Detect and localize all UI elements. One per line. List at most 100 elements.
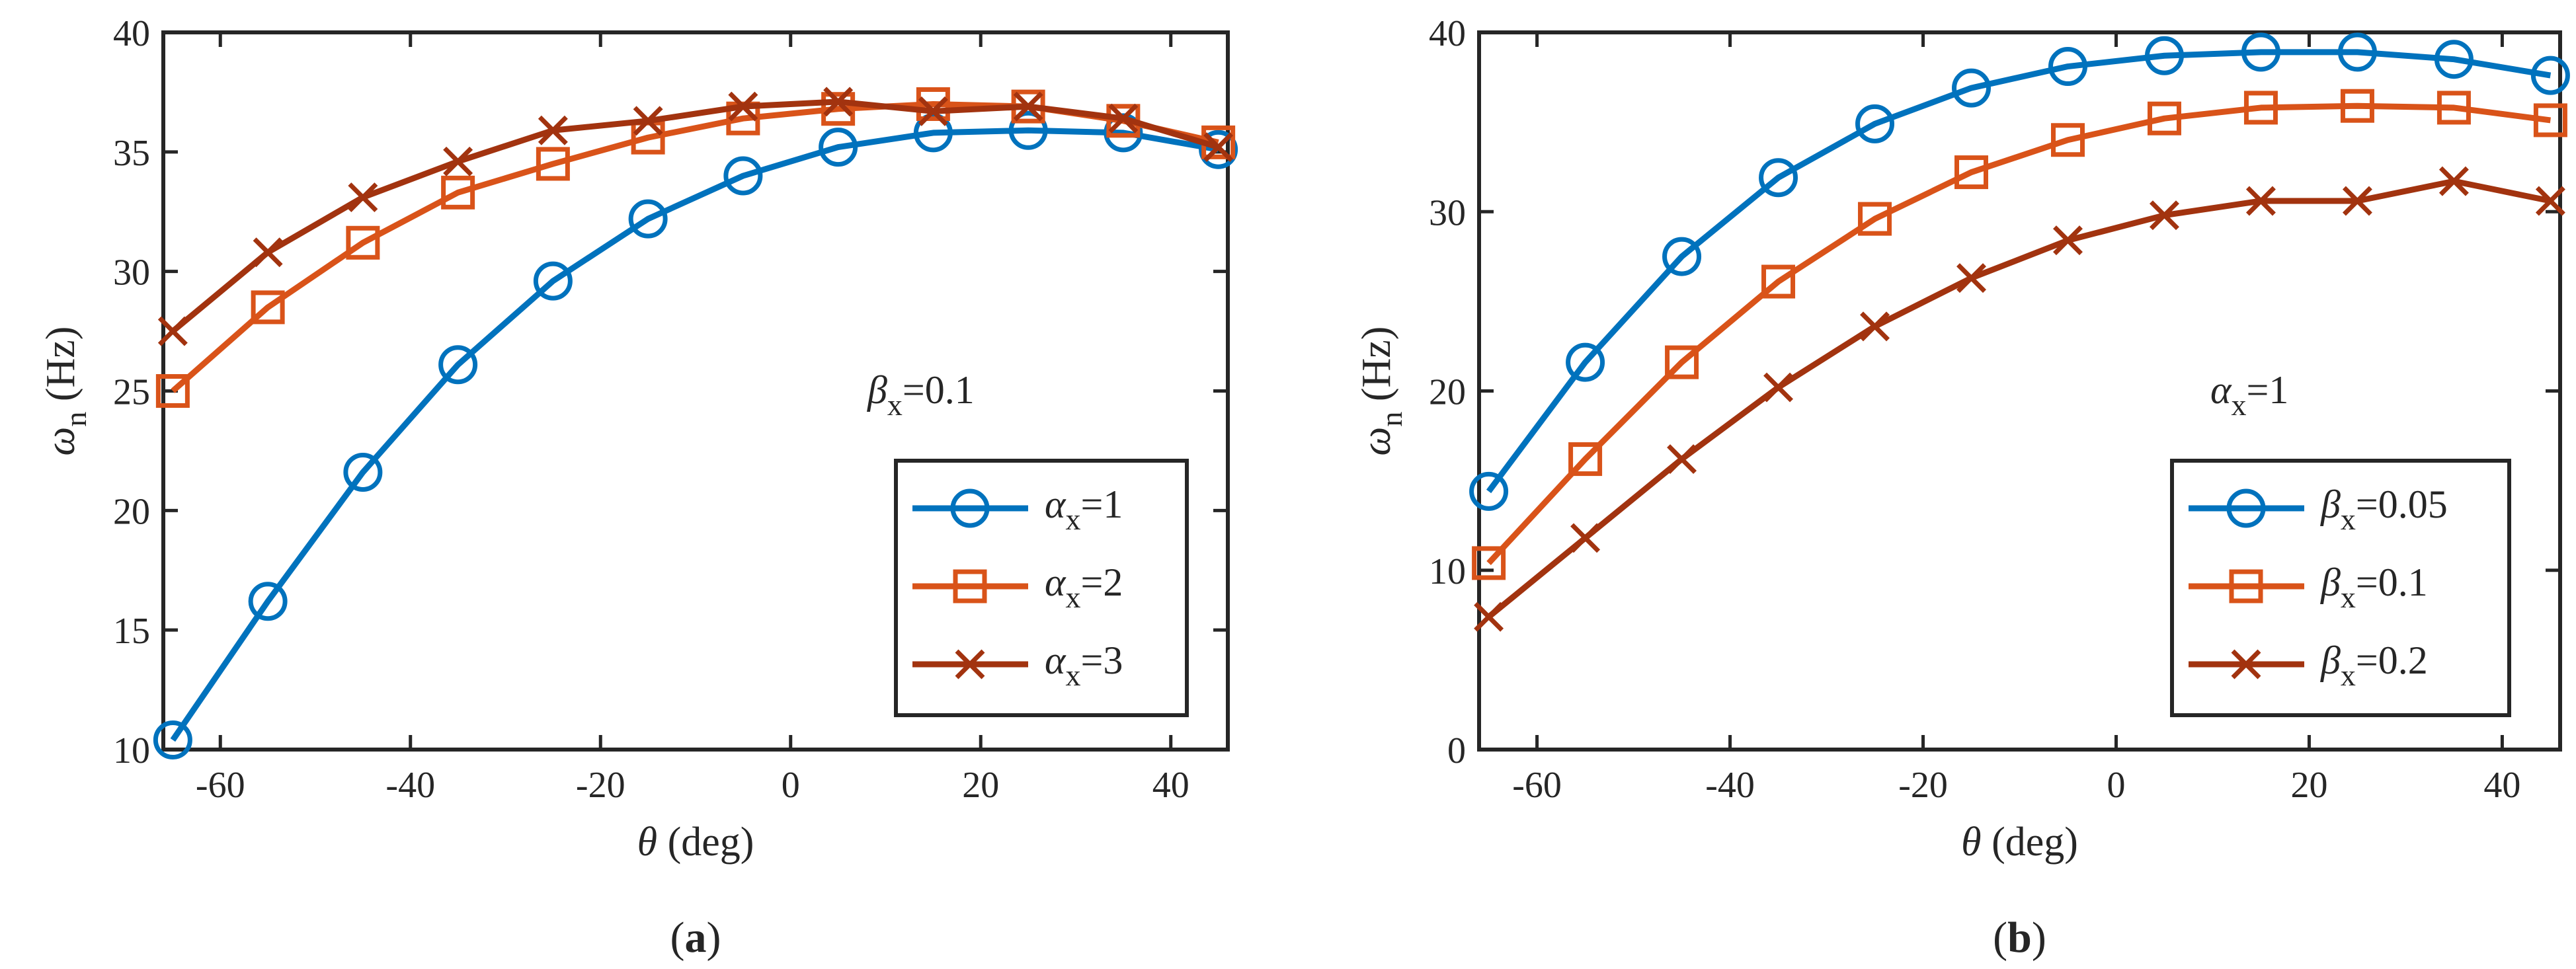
data-point [538, 115, 568, 145]
legend: βx=0.05 βx=0.1 βx=0.2 [2170, 459, 2511, 717]
data-point [2048, 47, 2087, 87]
data-point [253, 237, 283, 268]
x-tick-label: 40 [2483, 765, 2520, 806]
y-tick-label: 25 [113, 372, 150, 413]
legend-item-3: βx=0.2 [2189, 639, 2428, 692]
x-tick-label: -40 [1705, 765, 1755, 806]
data-point [441, 175, 475, 210]
data-point [443, 146, 473, 176]
data-point [2050, 123, 2085, 157]
data-point [1956, 263, 1986, 293]
legend: αx=1 αx=2 αx=3 [894, 459, 1189, 717]
data-point [2530, 56, 2570, 95]
data-point [1472, 546, 1506, 580]
data-point [2438, 166, 2469, 196]
series-2-line [171, 101, 1219, 393]
x-axis-label: θ (deg) [1961, 820, 2078, 865]
data-point [1566, 342, 1605, 382]
y-tick-label: 10 [1429, 551, 1466, 592]
legend-label: αx=2 [1045, 561, 1123, 614]
series-1 [153, 110, 1238, 760]
legend-marker [950, 488, 990, 528]
data-point [1199, 130, 1238, 169]
data-point [1858, 202, 1892, 236]
data-point [1474, 601, 1504, 632]
x-tick-label: -20 [1898, 765, 1948, 806]
legend-item-3: αx=3 [912, 639, 1123, 692]
data-point [1568, 442, 1603, 477]
data-point [2533, 103, 2567, 137]
data-point [2147, 101, 2181, 136]
data-point [821, 92, 856, 126]
legend-item-2: αx=2 [912, 561, 1123, 614]
data-point [251, 290, 285, 325]
legend-marker [2229, 569, 2263, 603]
data-point [1469, 471, 1509, 511]
y-tick-label: 35 [113, 133, 150, 174]
data-point [1203, 132, 1234, 163]
data-point [628, 199, 668, 239]
series-1-line [1486, 49, 2552, 494]
data-point [819, 128, 858, 167]
legend-item-1: βx=0.05 [2189, 483, 2448, 536]
data-point [2337, 32, 2377, 72]
legend-label: αx=1 [1045, 483, 1123, 536]
data-point [2535, 186, 2565, 216]
y-tick-label: 15 [113, 611, 150, 652]
x-axis-label: θ (deg) [637, 820, 754, 865]
data-point [633, 106, 663, 136]
data-point [1855, 104, 1895, 143]
data-point [155, 374, 190, 408]
data-point [536, 147, 570, 181]
data-point [343, 452, 383, 492]
data-point [1662, 237, 1702, 276]
data-point [2243, 91, 2278, 125]
data-point [2340, 89, 2374, 123]
data-point [1954, 155, 1989, 190]
legend-item-2: βx=0.1 [2189, 561, 2428, 614]
x-tick-label: 0 [2107, 765, 2125, 806]
panel-caption: (b) [1993, 913, 2046, 962]
data-point [2434, 40, 2474, 79]
legend-marker [2226, 488, 2266, 528]
series-3 [157, 87, 1234, 346]
y-tick-label: 0 [1447, 730, 1466, 771]
x-tick-label: -60 [196, 765, 245, 806]
data-point [346, 225, 380, 260]
y-tick-label: 20 [1429, 372, 1466, 413]
series-2 [1472, 89, 2567, 580]
x-tick-label: 20 [962, 765, 999, 806]
chart-panel-b: -60 -40 -20 0 20 40 0 10 20 30 40 θ (deg) ωn (Hz) αx=… [1354, 13, 2570, 962]
data-point [1665, 345, 1699, 379]
data-point [918, 96, 948, 126]
data-point [1763, 372, 1794, 403]
data-point [2149, 200, 2179, 231]
data-point [2241, 32, 2280, 72]
data-point [533, 261, 573, 301]
y-tick-label: 30 [113, 252, 150, 293]
legend-marker [2231, 649, 2261, 679]
series-1 [1469, 32, 2570, 511]
parameter-annotation: βx=0.1 [867, 368, 975, 422]
legend-item-1: αx=1 [912, 483, 1123, 536]
legend-label: βx=0.05 [2320, 483, 2448, 536]
y-tick-label: 10 [113, 730, 150, 771]
data-point [1952, 68, 1992, 108]
data-point [2144, 36, 2184, 75]
x-tick-label: -40 [385, 765, 435, 806]
legend-label: βx=0.2 [2320, 639, 2428, 692]
data-point [2436, 91, 2471, 125]
legend-label: βx=0.1 [2320, 561, 2428, 614]
data-point [1570, 523, 1601, 553]
data-point [157, 316, 188, 346]
data-point [823, 87, 854, 117]
panel-caption: (a) [670, 913, 721, 962]
y-tick-label: 40 [113, 13, 150, 54]
y-tick-label: 30 [1429, 192, 1466, 233]
legend-marker [953, 569, 987, 603]
data-point [1008, 110, 1048, 150]
data-point [1761, 264, 1796, 299]
data-point [2342, 186, 2372, 216]
series-3-line [1486, 178, 2552, 619]
